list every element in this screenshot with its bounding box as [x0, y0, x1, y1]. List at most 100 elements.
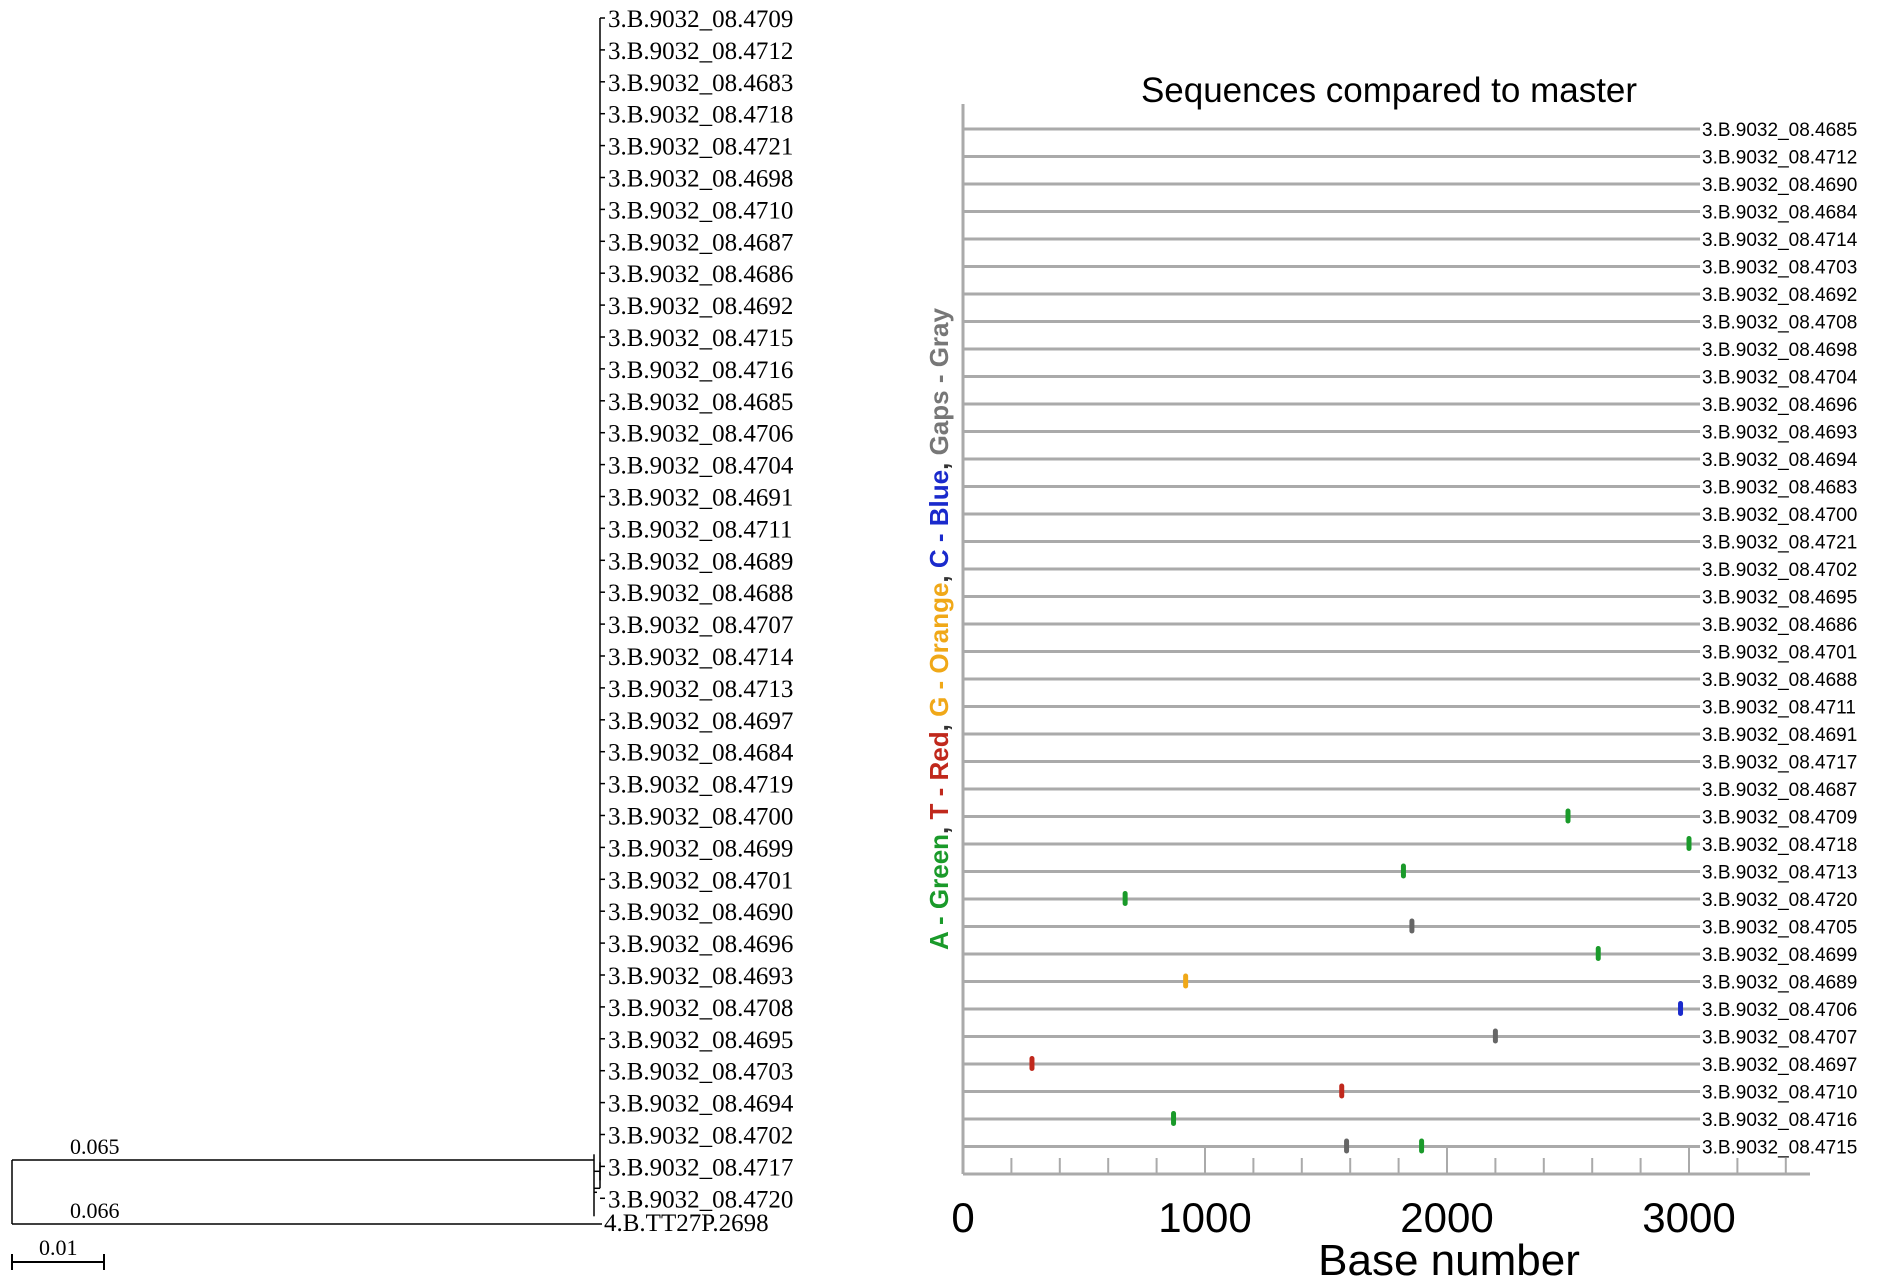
- sequence-label: 3.B.9032_08.4721: [1702, 533, 1857, 554]
- variant-mark: [1171, 1111, 1177, 1126]
- sequence-label: 3.B.9032_08.4686: [1702, 615, 1857, 636]
- legend-entry: A - Green: [924, 834, 954, 950]
- tree-leaf-label: 3.B.9032_08.4693: [608, 963, 793, 990]
- tree-leaf-label: 3.B.9032_08.4703: [608, 1059, 793, 1086]
- tree-leaf-labels: 3.B.9032_08.4709 3.B.9032_08.4712 3.B.9032…: [608, 6, 794, 1213]
- tree-leaf-label: 3.B.9032_08.4714: [608, 644, 794, 671]
- tree-leaf-label: 3.B.9032_08.4715: [608, 325, 793, 352]
- sequence-label: 3.B.9032_08.4704: [1702, 368, 1858, 389]
- sequence-label: 3.B.9032_08.4700: [1702, 505, 1857, 526]
- legend-entry: T - Red: [924, 731, 954, 819]
- tree-leaf-label: 3.B.9032_08.4716: [608, 357, 793, 384]
- tree-leaf-label: 3.B.9032_08.4711: [608, 516, 793, 543]
- x-tick-label: 1000: [1158, 1194, 1251, 1241]
- variant-mark: [1344, 1138, 1350, 1154]
- variant-mark: [1492, 1028, 1498, 1044]
- tree-leaf-label: 3.B.9032_08.4717: [608, 1154, 793, 1181]
- sequence-label: 3.B.9032_08.4695: [1702, 588, 1857, 609]
- sequence-label: 3.B.9032_08.4688: [1702, 670, 1857, 691]
- sequence-label: 3.B.9032_08.4683: [1702, 478, 1857, 499]
- sequence-label: 3.B.9032_08.4716: [1702, 1110, 1857, 1131]
- variant-mark: [1686, 836, 1692, 851]
- tree-branches: [11, 17, 605, 1225]
- variant-mark: [1183, 973, 1189, 989]
- sequence-label: 3.B.9032_08.4703: [1702, 258, 1857, 279]
- sequence-label: 3.B.9032_08.4718: [1702, 835, 1857, 856]
- legend-entry: ,: [924, 568, 954, 582]
- legend-entry: G - Orange: [924, 583, 954, 717]
- x-tick-label: 3000: [1642, 1194, 1735, 1241]
- tree-leaf-label: 3.B.9032_08.4691: [608, 485, 793, 512]
- legend-entry: ,: [924, 717, 954, 731]
- tree-leaf-label: 3.B.9032_08.4687: [608, 229, 793, 256]
- tree-leaf-label: 3.B.9032_08.4719: [608, 772, 793, 799]
- scale-bar-label: 0.01: [39, 1235, 78, 1260]
- sequence-lines: [963, 127, 1700, 1148]
- tree-leaf-label: 3.B.9032_08.4710: [608, 197, 793, 224]
- sequence-labels: 3.B.9032_08.4685 3.B.9032_08.4712 3.B.9032…: [1702, 120, 1858, 1159]
- tree-leaf-label: 3.B.9032_08.4721: [608, 134, 793, 161]
- sequence-label: 3.B.9032_08.4692: [1702, 285, 1857, 306]
- tree-leaf-label: 3.B.9032_08.4706: [608, 421, 793, 448]
- tree-leaf-label: 3.B.9032_08.4701: [608, 867, 793, 894]
- sequence-label: 3.B.9032_08.4701: [1702, 643, 1857, 664]
- variant-mark: [1029, 1056, 1035, 1071]
- variant-mark: [1565, 808, 1571, 824]
- sequence-comparison-chart: Sequences compared to master 3.B.9032_08…: [924, 71, 1858, 1281]
- tree-leaf-label: 3.B.9032_08.4686: [608, 261, 793, 288]
- variant-mark: [1339, 1083, 1345, 1099]
- sequence-label: 3.B.9032_08.4712: [1702, 148, 1857, 169]
- tree-leaf-label: 3.B.9032_08.4700: [608, 804, 793, 831]
- sequence-label: 3.B.9032_08.4696: [1702, 395, 1857, 416]
- sequence-label: 3.B.9032_08.4709: [1702, 808, 1857, 829]
- sequence-label: 3.B.9032_08.4706: [1702, 1000, 1857, 1021]
- tree-leaf-label: 3.B.9032_08.4718: [608, 102, 793, 129]
- sequence-label: 3.B.9032_08.4711: [1702, 698, 1856, 719]
- sequence-label: 3.B.9032_08.4714: [1702, 230, 1858, 251]
- sequence-label: 3.B.9032_08.4710: [1702, 1083, 1857, 1104]
- variant-mark: [1122, 891, 1128, 906]
- tree-leaf-label: 3.B.9032_08.4712: [608, 38, 793, 65]
- variant-mark: [1409, 918, 1415, 934]
- sequence-label: 3.B.9032_08.4707: [1702, 1028, 1857, 1049]
- tree-leaf-label: 3.B.9032_08.4720: [608, 1186, 793, 1213]
- tree-leaf-label: 3.B.9032_08.4707: [608, 612, 793, 639]
- variant-mark: [1595, 946, 1601, 961]
- tree-leaf-label: 3.B.9032_08.4699: [608, 835, 793, 862]
- sequence-label: 3.B.9032_08.4689: [1702, 973, 1857, 994]
- sequence-label: 3.B.9032_08.4708: [1702, 313, 1857, 334]
- sequence-label: 3.B.9032_08.4684: [1702, 203, 1858, 224]
- tree-leaf-label: 3.B.9032_08.4713: [608, 676, 793, 703]
- legend-entry: ,: [924, 819, 954, 833]
- sequence-label: 3.B.9032_08.4705: [1702, 918, 1857, 939]
- variant-mark: [1419, 1138, 1425, 1154]
- tree-leaf-label: 3.B.9032_08.4684: [608, 740, 794, 767]
- sequence-label: 3.B.9032_08.4690: [1702, 175, 1857, 196]
- x-axis-title: Base number: [1318, 1236, 1580, 1281]
- sequence-label: 3.B.9032_08.4698: [1702, 340, 1857, 361]
- x-tick-label: 0: [951, 1194, 974, 1241]
- tree-leaf-label: 3.B.9032_08.4695: [608, 1027, 793, 1054]
- sequence-label: 3.B.9032_08.4697: [1702, 1055, 1857, 1076]
- branch-length-outgroup: 0.066: [70, 1198, 120, 1223]
- sequence-label: 3.B.9032_08.4699: [1702, 945, 1857, 966]
- tree-leaf-label: 3.B.9032_08.4683: [608, 70, 793, 97]
- x-axis: 0 1000 2000 3000: [951, 104, 1810, 1241]
- branch-length-ingroup: 0.065: [70, 1134, 120, 1159]
- tree-leaf-label: 3.B.9032_08.4702: [608, 1123, 793, 1150]
- sequence-label: 3.B.9032_08.4717: [1702, 753, 1857, 774]
- legend-entry: Gaps - Gray: [924, 307, 954, 455]
- chart-title: Sequences compared to master: [1141, 71, 1637, 110]
- x-tick-label: 2000: [1400, 1194, 1493, 1241]
- variant-mark: [1400, 863, 1406, 879]
- sequence-label: 3.B.9032_08.4702: [1702, 560, 1857, 581]
- tree-leaf-label: 3.B.9032_08.4689: [608, 548, 793, 575]
- legend-entry: ,: [924, 455, 954, 469]
- tree-leaf-label: 3.B.9032_08.4692: [608, 293, 793, 320]
- scale-bar: 0.01: [11, 1235, 105, 1270]
- tree-leaf-label: 3.B.9032_08.4698: [608, 166, 793, 193]
- variant-marks: [1029, 808, 1692, 1154]
- variant-mark: [1678, 1001, 1684, 1016]
- tree-leaf-label: 3.B.9032_08.4696: [608, 931, 793, 958]
